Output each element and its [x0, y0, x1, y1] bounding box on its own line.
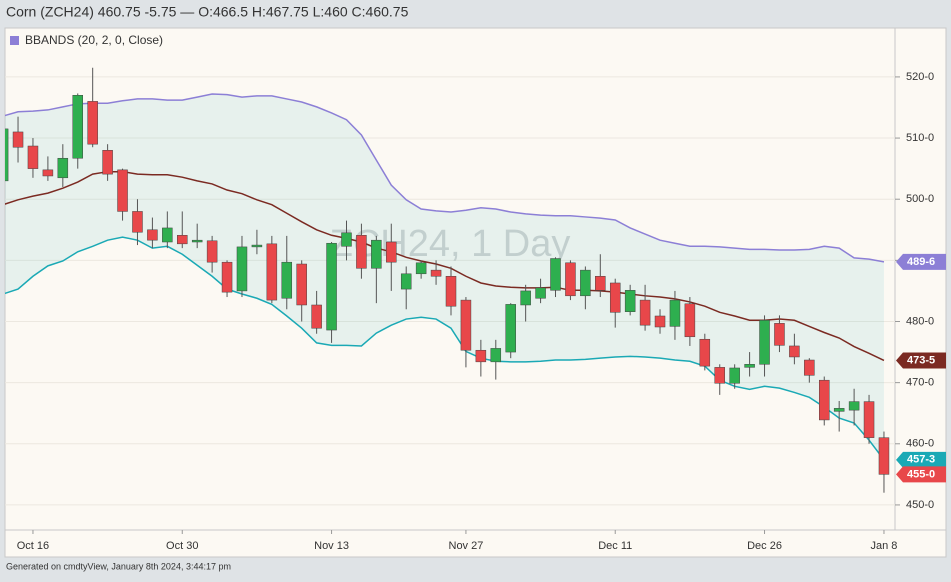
- x-tick-label: Oct 16: [17, 540, 49, 552]
- legend-label: BBANDS (20, 2, 0, Close): [25, 33, 163, 47]
- y-axis-area: [894, 27, 947, 531]
- candle-body: [386, 241, 397, 263]
- candle-body: [520, 290, 531, 306]
- band-fill: [5, 94, 884, 460]
- candle-body: [535, 287, 546, 299]
- x-tick-label: Oct 30: [166, 540, 198, 552]
- y-tick-label: 450-0: [906, 499, 934, 511]
- candle-body: [654, 315, 666, 328]
- candle-body: [206, 240, 218, 263]
- candle-body: [400, 273, 412, 290]
- candle-body: [565, 262, 576, 297]
- x-tick-label: Dec 26: [747, 540, 782, 552]
- candle-body: [475, 349, 487, 363]
- candle-body: [714, 367, 725, 384]
- x-tick-label: Jan 8: [871, 540, 898, 552]
- y-tick-label: 510-0: [906, 132, 934, 144]
- candle-body: [311, 304, 322, 329]
- candle-body: [57, 157, 69, 179]
- candle-body: [744, 364, 755, 368]
- plot: [5, 67, 890, 493]
- price-tag: [896, 253, 946, 270]
- candle-body: [236, 246, 248, 292]
- candle-body: [177, 235, 188, 245]
- candle-body: [5, 128, 9, 182]
- chart-title: Corn (ZCH24) 460.75 -5.75 — O:466.5 H:46…: [6, 4, 409, 20]
- candle-body: [72, 95, 83, 159]
- price-tag-label: 489-6: [907, 256, 935, 268]
- price-tag-label: 473-5: [907, 354, 935, 366]
- candle-body: [87, 101, 98, 145]
- candle-body: [415, 262, 427, 275]
- candle-body: [580, 269, 591, 297]
- candle-body: [341, 232, 352, 247]
- candle-body: [162, 227, 173, 243]
- y-tick-label: 520-0: [906, 71, 934, 83]
- candle-body: [729, 367, 740, 384]
- price-tag-label: 455-0: [907, 468, 935, 480]
- candle-body: [281, 261, 293, 299]
- candle-body: [774, 323, 785, 346]
- candle-body: [445, 275, 457, 307]
- y-tick-label: 460-0: [906, 438, 934, 450]
- y-tick-label: 470-0: [906, 377, 934, 389]
- candle-body: [550, 258, 561, 291]
- legend-swatch: [10, 36, 19, 45]
- candle-body: [595, 275, 606, 291]
- band-line: [5, 236, 885, 461]
- candle-body: [221, 261, 233, 293]
- x-tick-label: Dec 11: [598, 540, 632, 552]
- candle-body: [27, 145, 39, 169]
- candle-body: [356, 235, 367, 269]
- price-tag-label: 457-3: [907, 454, 935, 466]
- candle-body: [42, 169, 54, 177]
- candle-body: [266, 243, 278, 301]
- candle-body: [878, 437, 890, 475]
- x-tick-label: Nov 13: [314, 540, 349, 552]
- x-tick-label: Nov 27: [449, 540, 484, 552]
- candle-body: [191, 239, 203, 243]
- candle-body: [833, 408, 845, 412]
- candle-body: [505, 304, 516, 353]
- candle-body: [490, 348, 502, 363]
- candle-body: [699, 338, 711, 367]
- candle-body: [804, 359, 815, 376]
- x-axis-area: [4, 529, 947, 558]
- candle-body: [371, 239, 382, 269]
- y-tick-label: 500-0: [906, 193, 934, 205]
- price-tag: [896, 451, 946, 468]
- candle-body: [669, 299, 681, 327]
- price-tag: [896, 352, 946, 369]
- price-tag: [896, 466, 946, 483]
- candle-body: [848, 401, 860, 411]
- footer: Generated on cmdtyView, January 8th 2024…: [6, 561, 231, 571]
- candle-body: [430, 269, 442, 277]
- candle-body: [819, 379, 830, 421]
- candle-body: [624, 290, 636, 312]
- candle-body: [759, 320, 770, 365]
- candle-body: [789, 345, 800, 358]
- y-tick-label: 480-0: [906, 315, 934, 327]
- band-line: [5, 170, 885, 362]
- candle-body: [296, 263, 307, 306]
- candle-body: [609, 282, 621, 313]
- candle-body: [639, 299, 651, 326]
- candle-body: [132, 211, 143, 233]
- candle-body: [12, 131, 24, 148]
- candle-body: [863, 401, 875, 438]
- candle-body: [326, 242, 337, 331]
- watermark: ZCH24, 1 Day: [330, 223, 571, 265]
- candle-body: [460, 299, 472, 351]
- candle-body: [117, 169, 128, 212]
- candle-body: [102, 150, 113, 175]
- candle-body: [251, 244, 263, 248]
- candle-body: [684, 303, 696, 338]
- band-line: [5, 93, 885, 263]
- candle-body: [147, 229, 158, 241]
